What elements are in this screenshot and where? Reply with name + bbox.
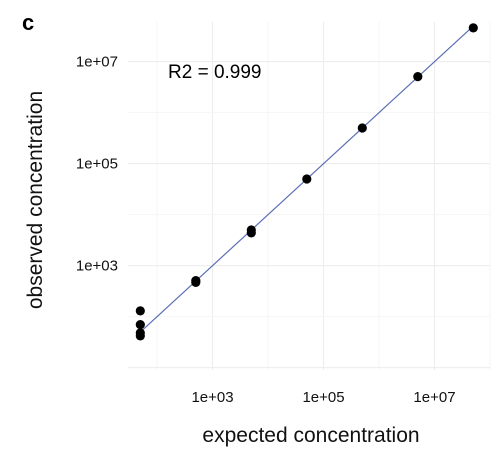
x-tick-labels: 1e+03 1e+05 1e+07 (191, 389, 455, 406)
data-point (246, 228, 256, 238)
x-tick-label: 1e+03 (191, 389, 233, 406)
r2-annotation: R2 = 0.999 (168, 62, 262, 83)
x-tick-label: 1e+05 (302, 389, 344, 406)
x-tick-label: 1e+07 (413, 389, 455, 406)
grid (128, 22, 491, 370)
data-point (191, 277, 201, 287)
x-axis-title: expected concentration (202, 424, 419, 447)
data-point (302, 174, 312, 184)
y-tick-label: 1e+03 (76, 258, 118, 275)
y-tick-label: 1e+05 (76, 156, 118, 173)
data-point (357, 123, 367, 133)
data-point (468, 23, 478, 33)
y-tick-labels: 1e+03 1e+05 1e+07 (76, 54, 118, 275)
points-group (135, 23, 478, 341)
data-point (135, 319, 145, 330)
data-point (135, 306, 145, 316)
data-point (413, 71, 423, 82)
y-axis-title: observed concentration (24, 91, 47, 309)
y-tick-label: 1e+07 (76, 54, 118, 71)
data-point (135, 331, 145, 341)
panel-label: c (22, 10, 34, 35)
